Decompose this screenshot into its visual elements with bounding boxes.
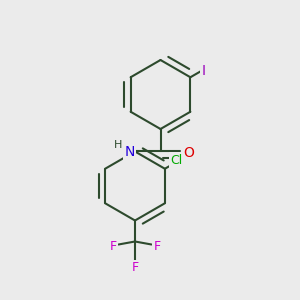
Text: F: F xyxy=(110,239,117,253)
Text: Cl: Cl xyxy=(171,154,183,166)
Text: F: F xyxy=(153,239,161,253)
Text: H: H xyxy=(114,140,123,150)
Text: O: O xyxy=(183,146,194,160)
Text: I: I xyxy=(202,64,206,78)
Text: N: N xyxy=(124,145,135,158)
Text: F: F xyxy=(131,261,139,274)
